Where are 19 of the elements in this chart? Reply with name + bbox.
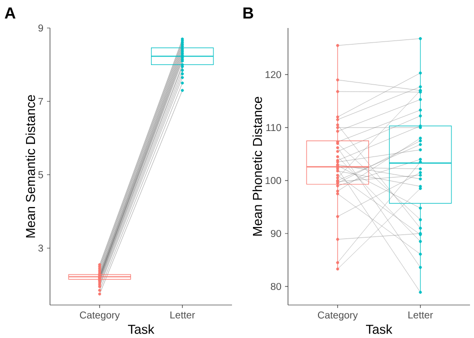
chart-title: B — [243, 8, 254, 18]
y-axis-title: Mean Semantic Distance — [26, 95, 36, 238]
y-tick-label: 110 — [266, 124, 282, 132]
x-tick-label: Letter — [408, 312, 433, 318]
y-tick-label: 3 — [38, 244, 44, 252]
x-tick-label: Category — [318, 312, 358, 321]
x-axis-title: Task — [128, 324, 154, 334]
y-axis-title: Mean Phonetic Distance — [252, 96, 262, 236]
y-tick-label: 100 — [266, 177, 282, 184]
x-tick-label: Letter — [170, 312, 195, 318]
x-axis-title: Task — [366, 324, 392, 334]
y-tick-label: 80 — [270, 282, 282, 290]
chart-title: A — [4, 8, 16, 19]
y-tick-label: 9 — [38, 24, 44, 32]
y-tick-label: 90 — [270, 230, 282, 238]
y-tick-label: 120 — [266, 71, 282, 78]
x-tick-label: Category — [80, 312, 120, 321]
y-tick-label: 5 — [38, 171, 44, 178]
y-tick-label: 7 — [38, 98, 43, 105]
